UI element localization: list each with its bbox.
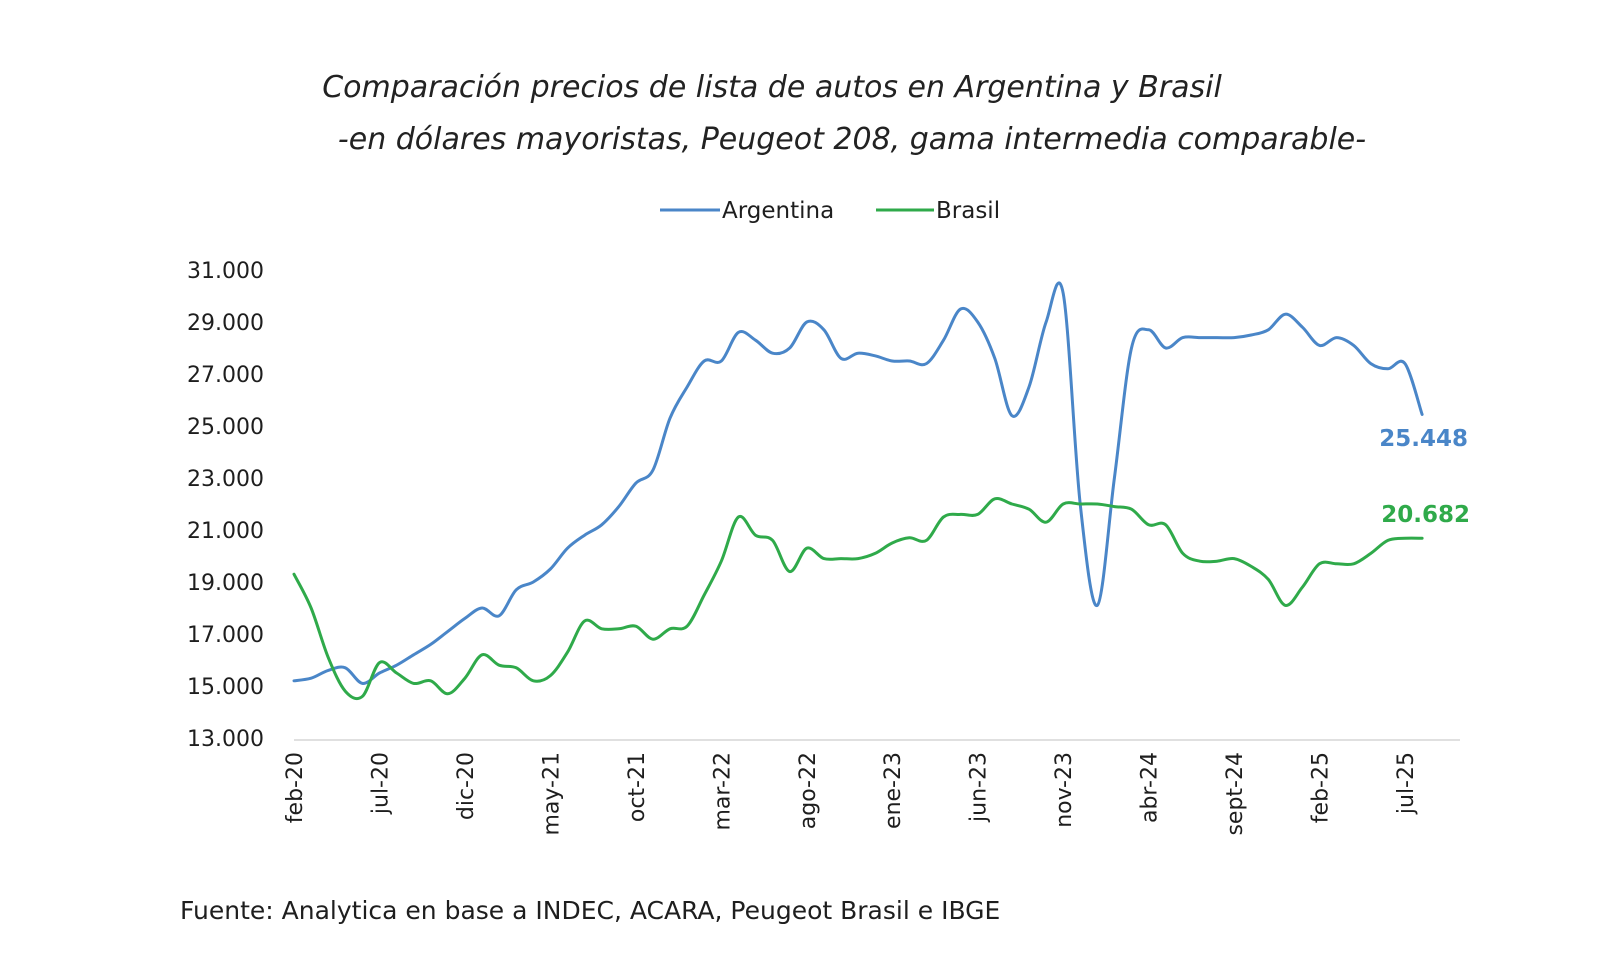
x-tick-label: ago-22 [796,752,821,829]
x-tick-label: may-21 [539,752,564,835]
x-tick-label: abr-24 [1138,752,1163,823]
y-axis: 13.000 15.000 17.000 19.000 21.000 23.000 25.0… [187,259,264,752]
x-tick-label: jul-20 [368,752,393,815]
y-tick-label: 25.000 [187,415,264,440]
source-note: Fuente: Analytica en base a INDEC, ACARA… [180,896,1001,925]
end-labels: 25.448 20.682 [1379,426,1470,528]
y-tick-label: 15.000 [187,675,264,700]
y-tick-label: 23.000 [187,467,264,492]
end-value-label-brasil: 20.682 [1381,502,1470,528]
y-tick-label: 31.000 [187,259,264,284]
x-tick-label: jun-23 [967,752,992,823]
legend-label-brasil: Brasil [936,198,1000,224]
x-tick-label: feb-25 [1309,752,1334,823]
series-line-brasil [292,496,1424,701]
x-tick-label: mar-22 [710,752,735,830]
legend: Argentina Brasil [660,198,1000,224]
y-tick-label: 27.000 [187,363,264,388]
x-tick-label: sept-24 [1223,752,1248,836]
x-tick-label: nov-23 [1052,752,1077,828]
y-tick-label: 21.000 [187,519,264,544]
x-tick-label: ene-23 [881,752,906,829]
y-tick-label: 19.000 [187,571,264,596]
y-tick-label: 13.000 [187,727,264,752]
x-tick-label: dic-20 [454,752,479,820]
series-layer [292,281,1424,701]
x-tick-label: jul-25 [1394,752,1419,815]
x-tick-label: oct-21 [625,752,650,822]
x-tick-label: feb-20 [283,752,308,823]
x-axis: feb-20 jul-20 dic-20 may-21 oct-21 mar-22 ago-… [283,739,1460,836]
end-value-label-argentina: 25.448 [1379,426,1468,452]
series-line-argentina [292,281,1424,685]
y-tick-label: 17.000 [187,623,264,648]
chart-subtitle: -en dólares mayoristas, Peugeot 208, gam… [337,122,1367,157]
chart-title: Comparación precios de lista de autos en… [322,70,1222,105]
legend-label-argentina: Argentina [722,198,834,224]
y-tick-label: 29.000 [187,311,264,336]
